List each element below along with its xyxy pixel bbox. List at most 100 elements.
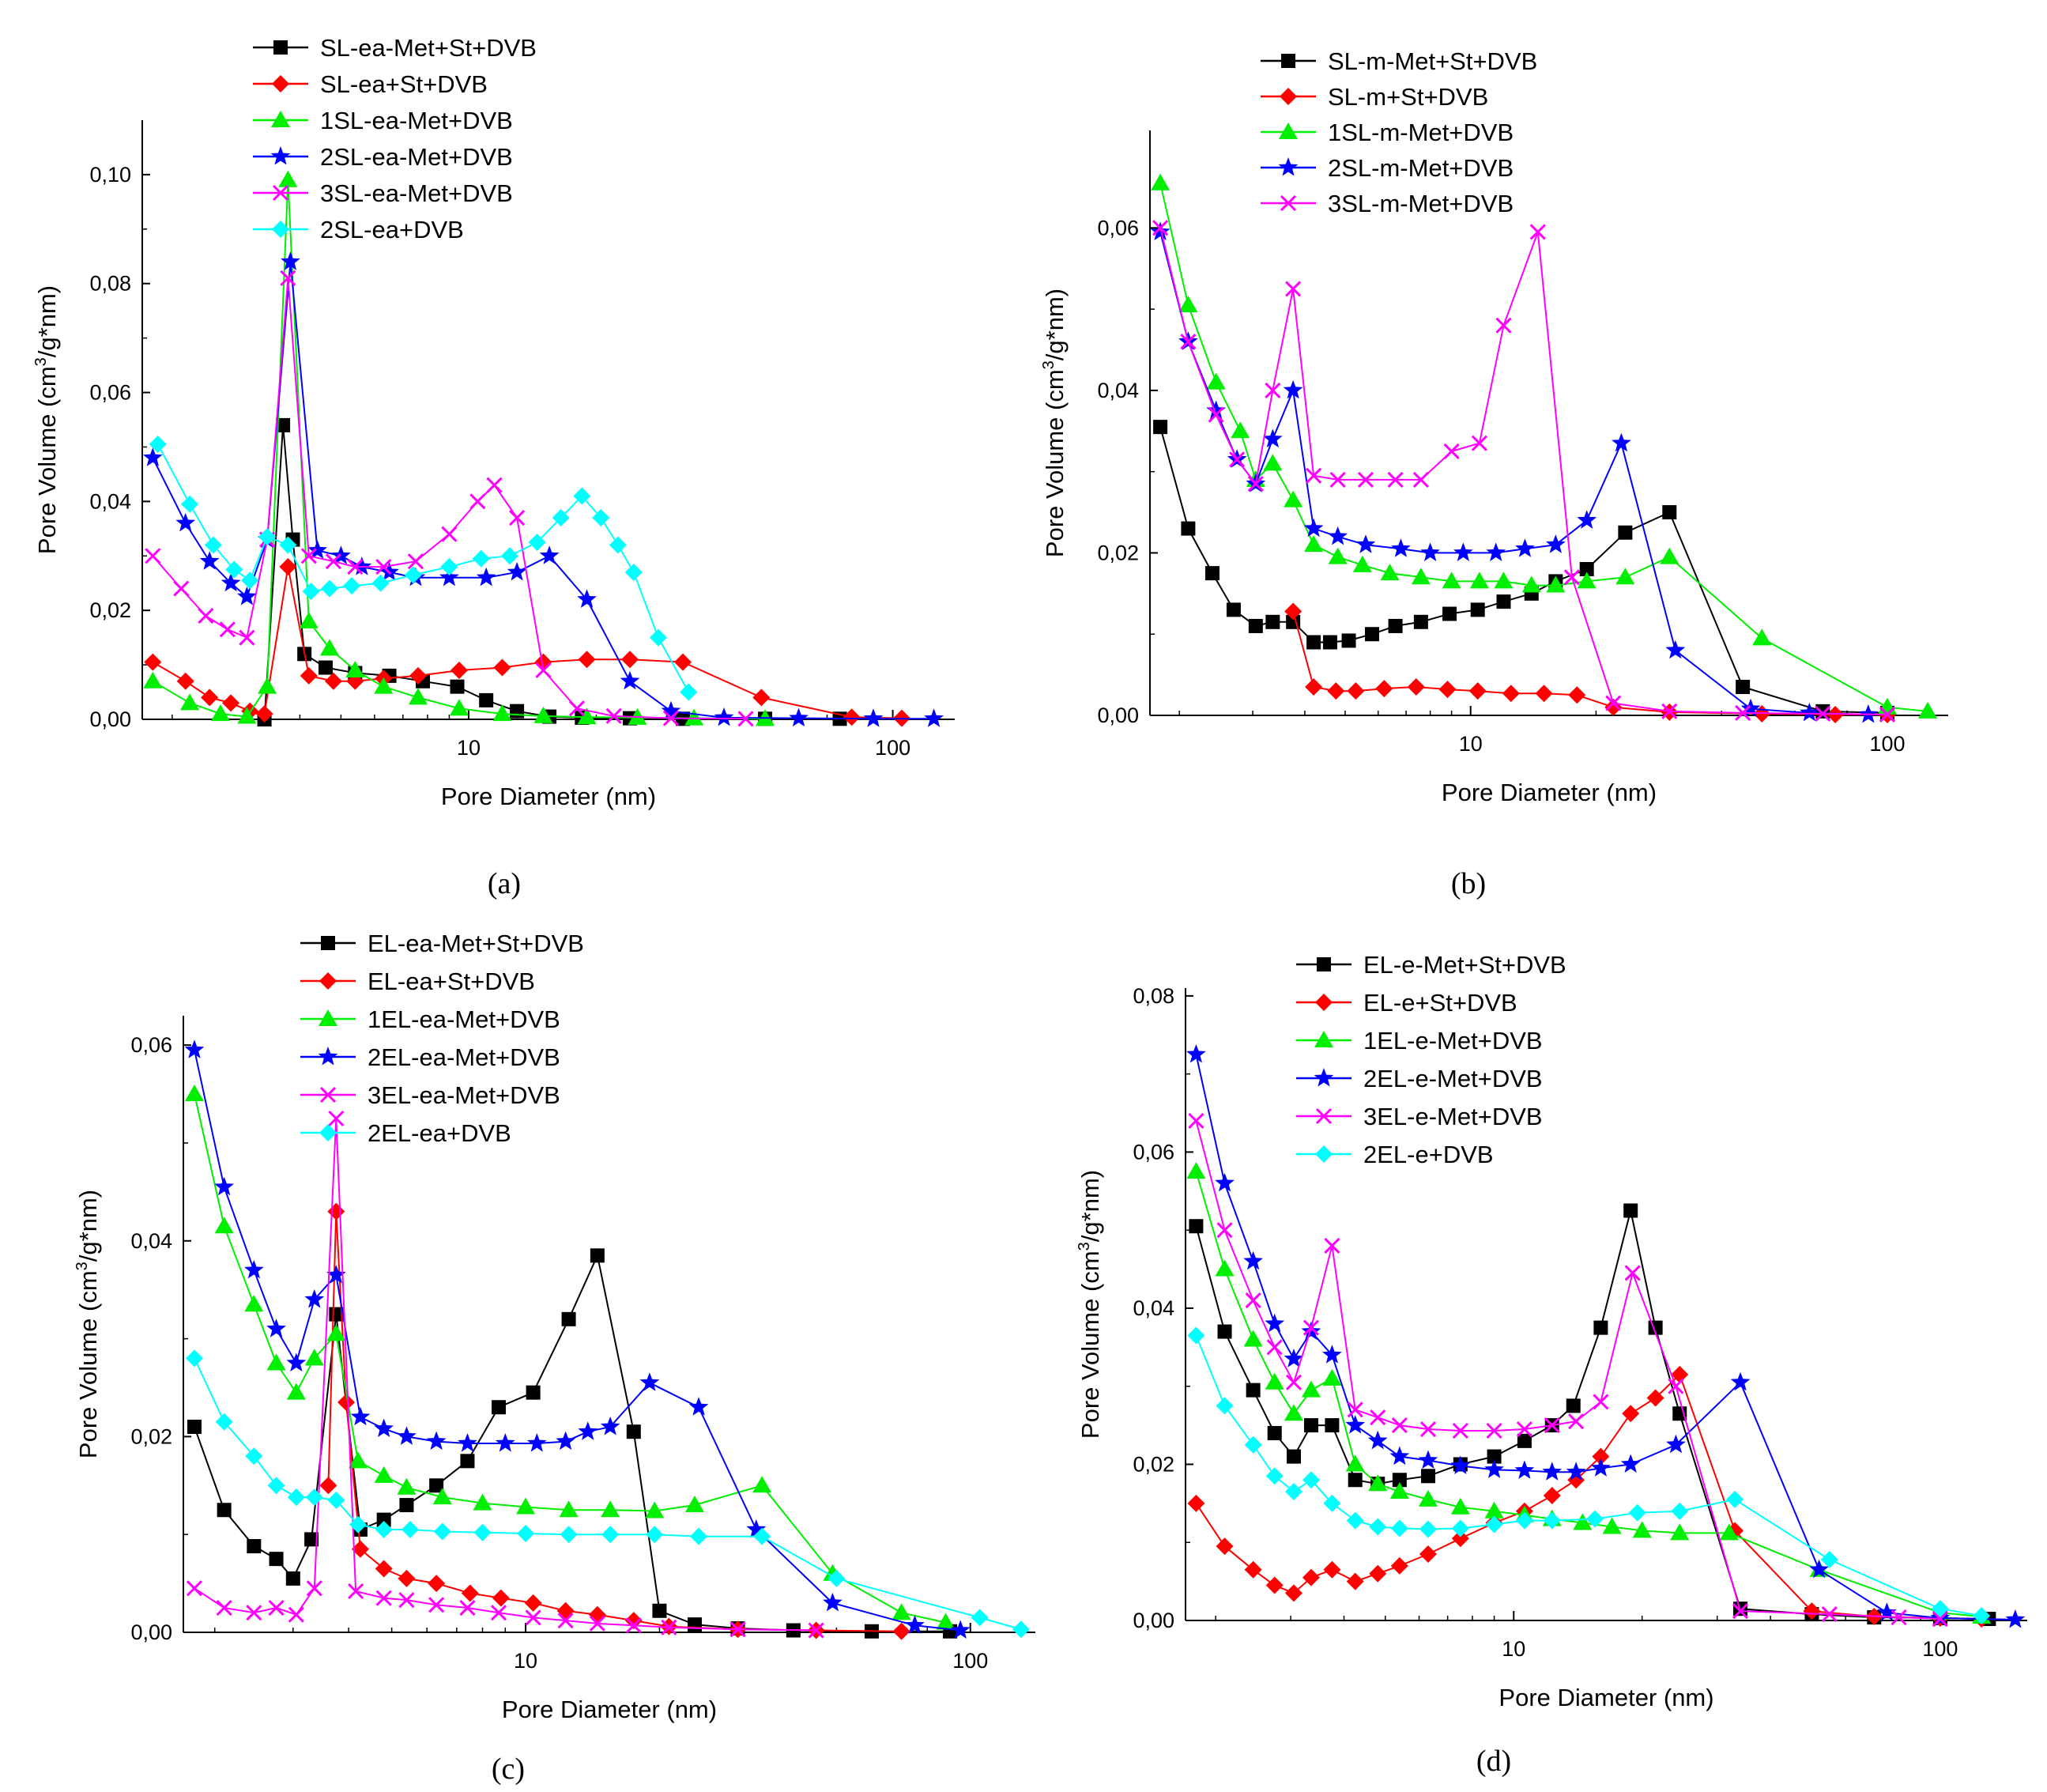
panel-d-legend-marker	[1315, 1107, 1333, 1125]
panel-d-y-tick-label: 0,08	[1133, 984, 1174, 1008]
panel-d-series-line	[1195, 1054, 2015, 1620]
panel-a-data-point	[620, 670, 640, 690]
panel-b-data-point	[1347, 682, 1365, 700]
panel-a-data-point	[592, 509, 610, 527]
panel-d-data-point	[1452, 1422, 1468, 1439]
panel-a-legend-entry: 2SL-ea+DVB	[253, 216, 464, 243]
panel-c-y-tick-label: 0,04	[130, 1229, 172, 1253]
panel-c-data-point	[375, 1521, 393, 1538]
panel-a-data-point	[493, 658, 511, 677]
panel-b-data-point	[1605, 695, 1622, 711]
panel-a-data-point	[300, 548, 317, 564]
panel-c-data-point	[374, 1418, 394, 1437]
panel-a-data-point	[924, 708, 944, 727]
panel-b-legend-entry: 2SL-m-Met+DVB	[1261, 154, 1514, 182]
panel-a-data-point	[441, 526, 458, 542]
panel-c-data-point	[473, 1493, 492, 1511]
panel-a-legend-marker	[272, 184, 289, 202]
panel-a-data-point	[507, 561, 527, 581]
panel-d-data-point	[1216, 1222, 1233, 1239]
panel-c-data-point	[268, 1599, 285, 1617]
panel-c-legend-label: EL-ea-Met+St+DVB	[368, 930, 584, 957]
panel-c-data-point	[690, 1527, 708, 1545]
panel-d-data-point	[1602, 1517, 1622, 1534]
panel-b-data-point	[1352, 555, 1372, 572]
panel-d-data-point	[1189, 1219, 1204, 1234]
panel-d-data-point	[1543, 1511, 1561, 1530]
panel-d-data-point	[1821, 1606, 1838, 1623]
panel-d-y-tick-label: 0,06	[1133, 1140, 1174, 1164]
panel-c-data-point	[244, 1259, 264, 1279]
panel-c-data-point	[328, 1110, 345, 1127]
panel-d-data-point	[1820, 1550, 1838, 1568]
panel-b-data-point	[1208, 406, 1224, 423]
panel-d-data-point	[1566, 1398, 1581, 1413]
panel-d-legend-label: 2EL-e-Met+DVB	[1363, 1065, 1543, 1092]
panel-b-data-point	[1151, 173, 1171, 191]
panel-c-x-tick-label: 10	[514, 1649, 537, 1673]
panel-d-data-point	[1186, 1162, 1206, 1179]
panel-c-legend-entry: 2EL-ea-Met+DVB	[300, 1043, 560, 1071]
panel-c-data-point	[426, 1431, 447, 1451]
panel-d-data-point	[1543, 1486, 1561, 1504]
panel-c-data-point	[473, 1523, 492, 1541]
panel-d-data-point	[1215, 1259, 1235, 1277]
panel-d-data-point	[1284, 1483, 1302, 1501]
panel-a-data-point	[175, 512, 196, 532]
panel-b-data-point	[1357, 471, 1374, 489]
panel-b-data-point	[1365, 627, 1380, 642]
panel-a-data-point	[714, 707, 734, 726]
panel-c-data-point	[600, 1417, 620, 1435]
panel-d-data-point	[1591, 1458, 1611, 1477]
panel-d-data-point	[1803, 1602, 1821, 1620]
panel-a-data-point	[528, 534, 546, 552]
panel-d-series-4	[1186, 1044, 2026, 1628]
panel-d-data-point	[1302, 1471, 1320, 1489]
panel-d-data-point	[1246, 1383, 1261, 1398]
panel-b-data-point	[1355, 534, 1376, 553]
panel-c-data-point	[349, 1451, 368, 1469]
panel-c-legend-label: 2EL-ea-Met+DVB	[368, 1043, 560, 1071]
panel-a-y-tick-label: 0,08	[89, 272, 131, 296]
panel-d-data-point	[1188, 1112, 1204, 1129]
panel-c-data-point	[285, 1571, 300, 1586]
panel-b-data-point	[1178, 295, 1198, 312]
panel-a-data-point	[371, 574, 390, 592]
panel-a-legend-marker	[272, 75, 289, 92]
panel-b-data-point	[1918, 701, 1938, 719]
panel-d-data-point	[1418, 1489, 1438, 1507]
panel-c-data-point	[746, 1519, 767, 1538]
panel-b-data-point	[1495, 317, 1512, 334]
panel-a-data-point	[143, 447, 163, 466]
panel-c-data-point	[326, 1324, 346, 1341]
panel-c-data-point	[461, 1584, 479, 1602]
panel-b-x-axis-title: Pore Diameter (nm)	[1442, 779, 1657, 806]
panel-a-data-point	[509, 509, 526, 526]
panel-c-data-point	[905, 1615, 925, 1634]
panel-d-data-point	[1732, 1603, 1749, 1620]
panel-a-legend-marker	[270, 146, 291, 165]
panel-b-data-point	[1306, 467, 1322, 484]
panel-d-data-point	[1515, 1511, 1533, 1530]
panel-c-data-point	[560, 1526, 578, 1544]
panel-b-label: (b)	[1451, 867, 1486, 900]
panel-b-data-point	[1442, 572, 1461, 589]
panel-c-data-point	[823, 1592, 843, 1612]
panel-a-data-point	[143, 671, 163, 689]
panel-b-data-point	[1153, 420, 1168, 435]
panel-a-data-point	[450, 699, 469, 716]
panel-d-data-point	[1484, 1459, 1504, 1478]
panel-a-data-point	[149, 436, 167, 454]
panel-c-legend-entry: 3EL-ea-Met+DVB	[300, 1081, 560, 1109]
panel-a-data-point	[347, 558, 364, 575]
panel-c-data-point	[266, 1353, 286, 1371]
panel-b-data-point	[1283, 379, 1303, 399]
panel-b-data-point	[1229, 451, 1246, 468]
panel-c-data-point	[186, 1580, 203, 1597]
panel-d-data-point	[1301, 1321, 1321, 1341]
panel-c-data-point	[556, 1431, 575, 1451]
panel-a-data-point	[674, 653, 692, 671]
panel-b-data-point	[1284, 490, 1303, 507]
panel-d-data-point	[1345, 1454, 1365, 1472]
panel-c: 0,00 0,02 0,04 0,06 10 100 Pore Diameter (nm) P…	[74, 930, 1035, 1786]
